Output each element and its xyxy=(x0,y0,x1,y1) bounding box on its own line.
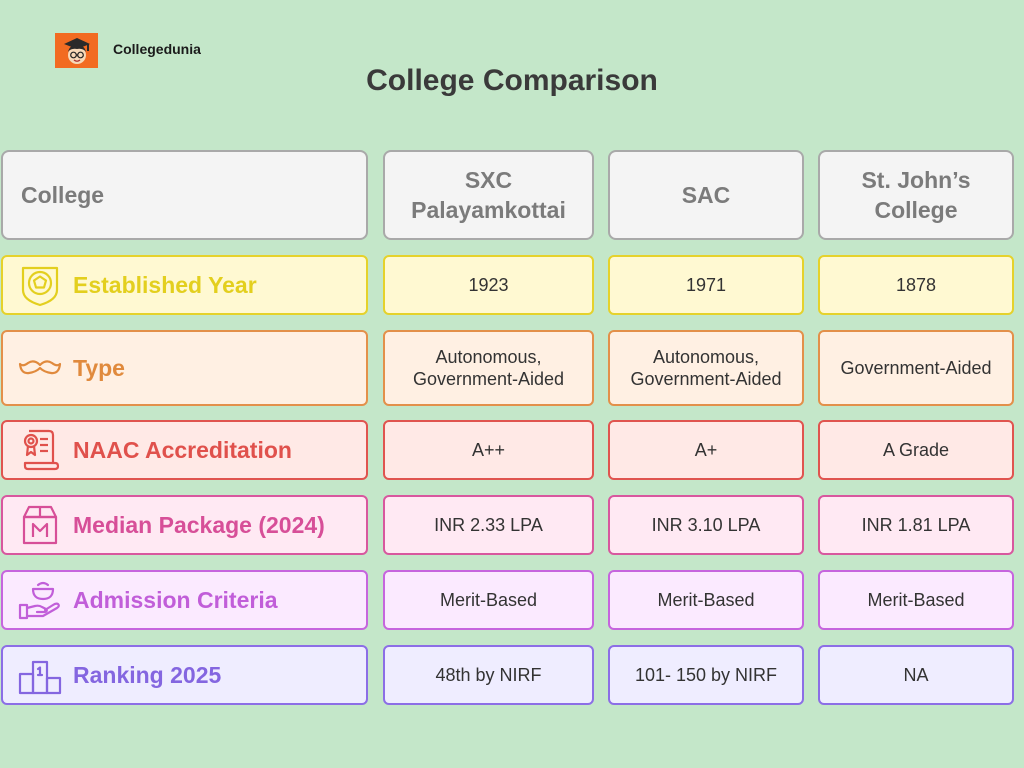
badge-shield-icon xyxy=(17,262,63,308)
header-label: College xyxy=(21,181,105,208)
cell-value: 101- 150 by NIRF xyxy=(634,665,778,685)
row-label-text: Median Package (2024) xyxy=(73,511,325,538)
row-label-text: Established Year xyxy=(73,271,257,298)
hand-bowl-icon xyxy=(17,577,63,623)
podium-icon xyxy=(17,652,63,698)
college-header-sxc: SXC Palayamkottai xyxy=(383,150,594,240)
cell-value: Autonomous, Government-Aided xyxy=(630,347,782,389)
row-label-ranking-2025: Ranking 2025 xyxy=(1,645,368,705)
cell-value: NA xyxy=(903,665,929,685)
cell-value: Government-Aided xyxy=(840,358,992,378)
cell-value: 48th by NIRF xyxy=(435,665,542,685)
row-label-median-package: Median Package (2024) xyxy=(1,495,368,555)
table-cell: 1971 xyxy=(608,255,804,315)
cell-value: Merit-Based xyxy=(439,590,538,610)
cell-value: INR 2.33 LPA xyxy=(434,515,543,535)
cell-value: A Grade xyxy=(882,440,950,460)
cell-value: 1923 xyxy=(468,275,509,295)
row-label-naac-accreditation: NAAC Accreditation xyxy=(1,420,368,480)
table-cell: Merit-Based xyxy=(818,570,1014,630)
package-box-icon xyxy=(17,502,63,548)
table-cell: 48th by NIRF xyxy=(383,645,594,705)
header-label-cell: College xyxy=(1,150,368,240)
cell-value: A+ xyxy=(694,440,718,460)
row-label-text: Type xyxy=(73,354,125,381)
college-name: St. John’s College xyxy=(861,167,971,223)
cell-value: Autonomous, Government-Aided xyxy=(412,347,565,389)
table-cell: INR 2.33 LPA xyxy=(383,495,594,555)
table-cell: Merit-Based xyxy=(383,570,594,630)
college-name: SXC Palayamkottai xyxy=(411,167,566,223)
row-label-text: Ranking 2025 xyxy=(73,661,222,688)
table-cell: A+ xyxy=(608,420,804,480)
college-header-st-johns: St. John’s College xyxy=(818,150,1014,240)
table-cell: 1923 xyxy=(383,255,594,315)
row-label-type: Type xyxy=(1,330,368,406)
row-label-text: NAAC Accreditation xyxy=(73,436,292,463)
college-name: SAC xyxy=(681,182,731,208)
cell-value: A++ xyxy=(471,440,506,460)
table-cell: INR 3.10 LPA xyxy=(608,495,804,555)
row-label-text: Admission Criteria xyxy=(73,586,278,613)
row-label-established-year: Established Year xyxy=(1,255,368,315)
row-label-admission-criteria: Admission Criteria xyxy=(1,570,368,630)
mustache-icon xyxy=(17,345,63,391)
table-cell: A++ xyxy=(383,420,594,480)
table-cell: 101- 150 by NIRF xyxy=(608,645,804,705)
brand-name: Collegedunia xyxy=(113,40,201,57)
cell-value: INR 1.81 LPA xyxy=(861,515,971,535)
table-cell: Autonomous, Government-Aided xyxy=(608,330,804,406)
certificate-scroll-icon xyxy=(17,427,63,473)
cell-value: Merit-Based xyxy=(867,590,965,610)
cell-value: 1971 xyxy=(685,275,727,295)
cell-value: Merit-Based xyxy=(657,590,755,610)
table-cell: Merit-Based xyxy=(608,570,804,630)
college-header-sac: SAC xyxy=(608,150,804,240)
table-cell: 1878 xyxy=(818,255,1014,315)
table-cell: Government-Aided xyxy=(818,330,1014,406)
page-title: College Comparison xyxy=(366,64,658,97)
brand: Collegedunia xyxy=(55,33,201,68)
table-cell: INR 1.81 LPA xyxy=(818,495,1014,555)
table-cell: Autonomous, Government-Aided xyxy=(383,330,594,406)
cell-value: INR 3.10 LPA xyxy=(651,515,761,535)
table-cell: NA xyxy=(818,645,1014,705)
table-cell: A Grade xyxy=(818,420,1014,480)
cell-value: 1878 xyxy=(895,275,937,295)
cartoon-student-face-icon xyxy=(55,33,98,68)
